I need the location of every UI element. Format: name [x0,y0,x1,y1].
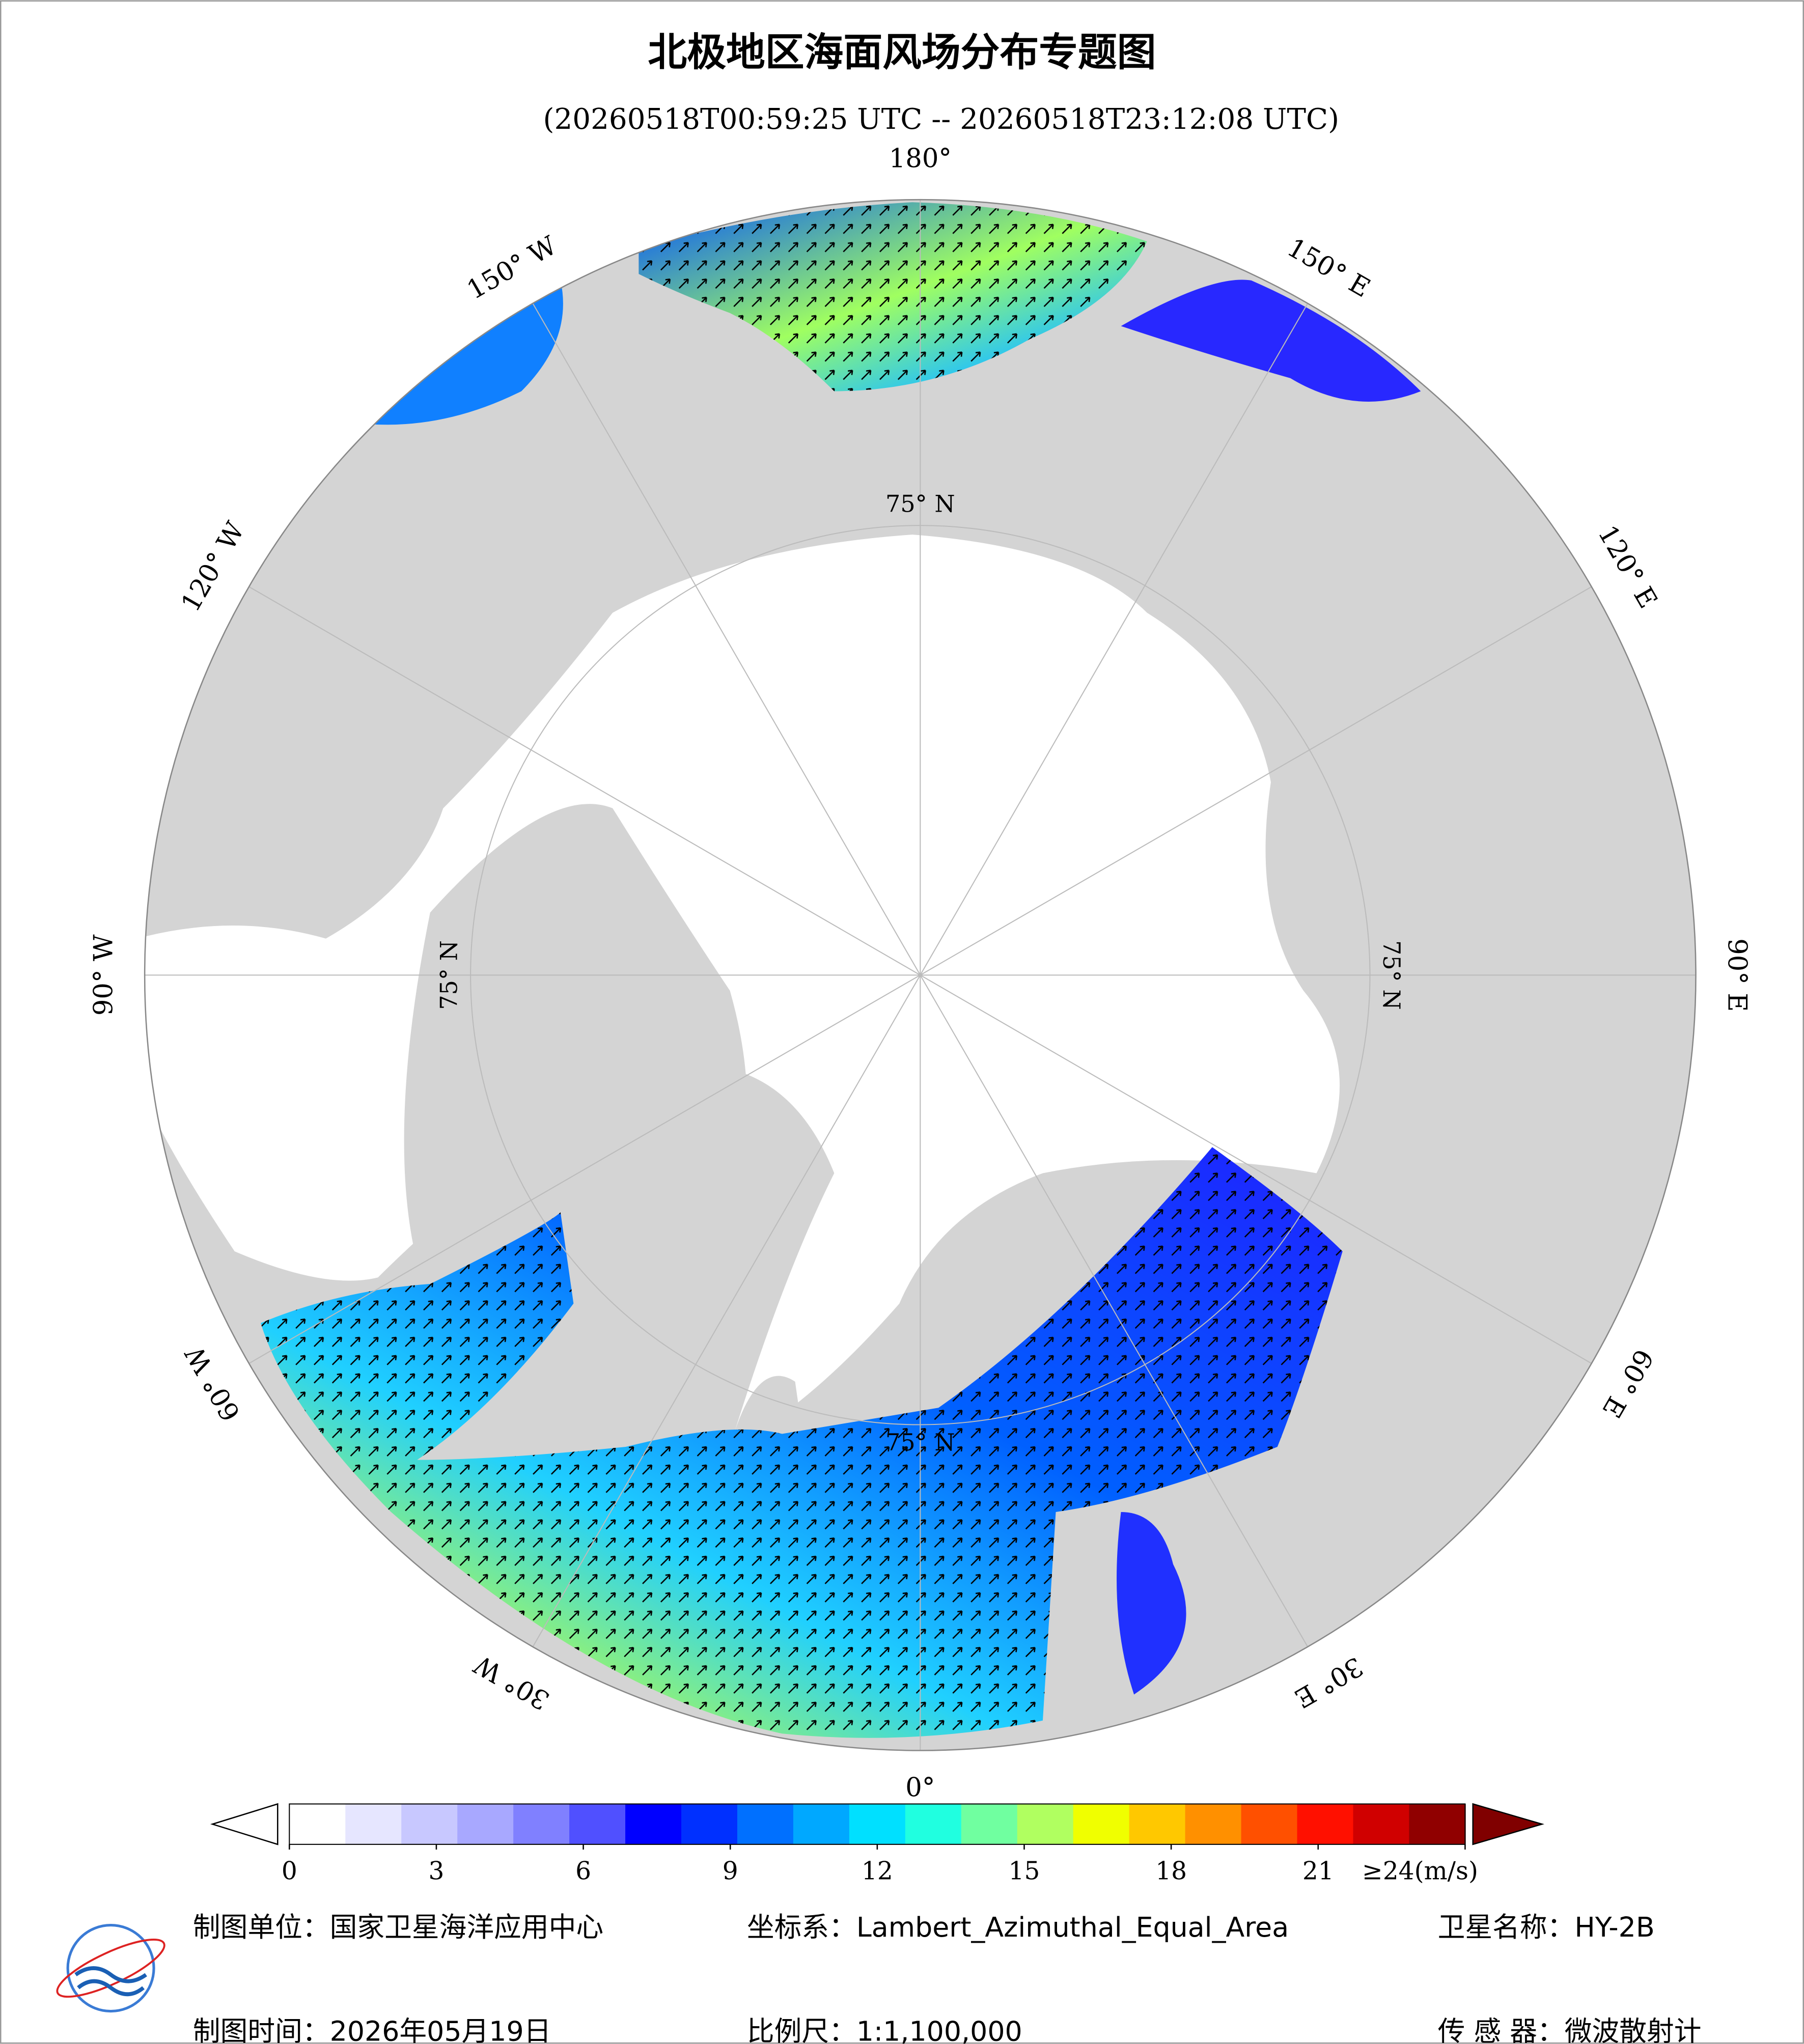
colorbar-cell [1353,1804,1410,1844]
latitude-label: 75° N [885,1429,955,1456]
colorbar-cell [1185,1804,1242,1844]
footer-date: 制图时间：2026年05月19日 [193,2015,551,2044]
colorbar-tick-label: 21 [1302,1857,1334,1886]
colorbar-cell [737,1804,794,1844]
colorbar-cell [1017,1804,1074,1844]
colorbar-tick-label: 6 [575,1857,591,1886]
wind-arrows-atlantic [260,1147,1343,1738]
colorbar-cell [961,1804,1018,1844]
graticule [145,200,1696,1751]
footer-satellite: 卫星名称：HY-2B [1438,1911,1655,1943]
wind-arrows-bering [639,202,1147,391]
colorbar-cell [401,1804,458,1844]
colorbar-cell [793,1804,850,1844]
wind-swath-okhotsk [1121,279,1421,402]
colorbar-cell [569,1804,626,1844]
colorbar-cell [849,1804,906,1844]
footer-scale: 比例尺：1:1,100,000 [747,2015,1022,2044]
footer-unit: 制图单位：国家卫星海洋应用中心 [193,1911,603,1943]
colorbar-tick-label: 12 [862,1857,893,1886]
meridian-label: 180° [889,143,952,174]
meridian-label: 0° [905,1772,935,1803]
colorbar-tick-label: 3 [428,1857,444,1886]
title: 北极地区海面风场分布专题图 [648,30,1156,75]
colorbar-cell [1073,1804,1130,1844]
colorbar-tick-label: 0 [282,1857,297,1886]
colorbar-tick-label: 18 [1155,1857,1187,1886]
colorbar-over [1472,1803,1545,1845]
colorbar-cell [345,1804,402,1844]
colorbar-tick-label: 15 [1009,1857,1040,1886]
meridian-label: 90° W [88,934,119,1016]
colorbar-cell [1409,1804,1466,1844]
footer-sensor: 传 感 器：微波散射计 [1438,2015,1702,2044]
colorbar-cell [625,1804,682,1844]
colorbar-cell [513,1804,570,1844]
colorbar-cell [905,1804,962,1844]
latitude-label: 75° N [1378,940,1405,1010]
colorbar-cell [1129,1804,1186,1844]
map-border [144,199,1697,1751]
meridian-label: 90° E [1722,938,1752,1012]
colorbar-cell [457,1804,514,1844]
colorbar-cell [1241,1804,1298,1844]
latitude-label: 75° N [435,940,463,1010]
colorbar-cell [1297,1804,1354,1844]
map-disc [145,200,1696,1751]
logo [56,1923,165,2013]
footer-crs: 坐标系：Lambert_Azimuthal_Equal_Area [747,1911,1289,1943]
colorbar-tick-label: 9 [723,1857,738,1886]
colorbar-cell [681,1804,738,1844]
subtitle: (20260518T00:59:25 UTC -- 20260518T23:12… [543,103,1340,136]
wind-swath-baltic [1117,1512,1186,1695]
colorbar-cell [289,1804,346,1844]
latitude-label: 75° N [885,490,955,518]
colorbar-tick-label: ≥24(m/s) [1362,1857,1478,1886]
wind-swath-gulf-alaska [365,280,563,425]
colorbar: 0 3 6 9 12 15 18 21 ≥24(m/s) [210,1803,1545,1886]
colorbar-under [210,1803,279,1845]
